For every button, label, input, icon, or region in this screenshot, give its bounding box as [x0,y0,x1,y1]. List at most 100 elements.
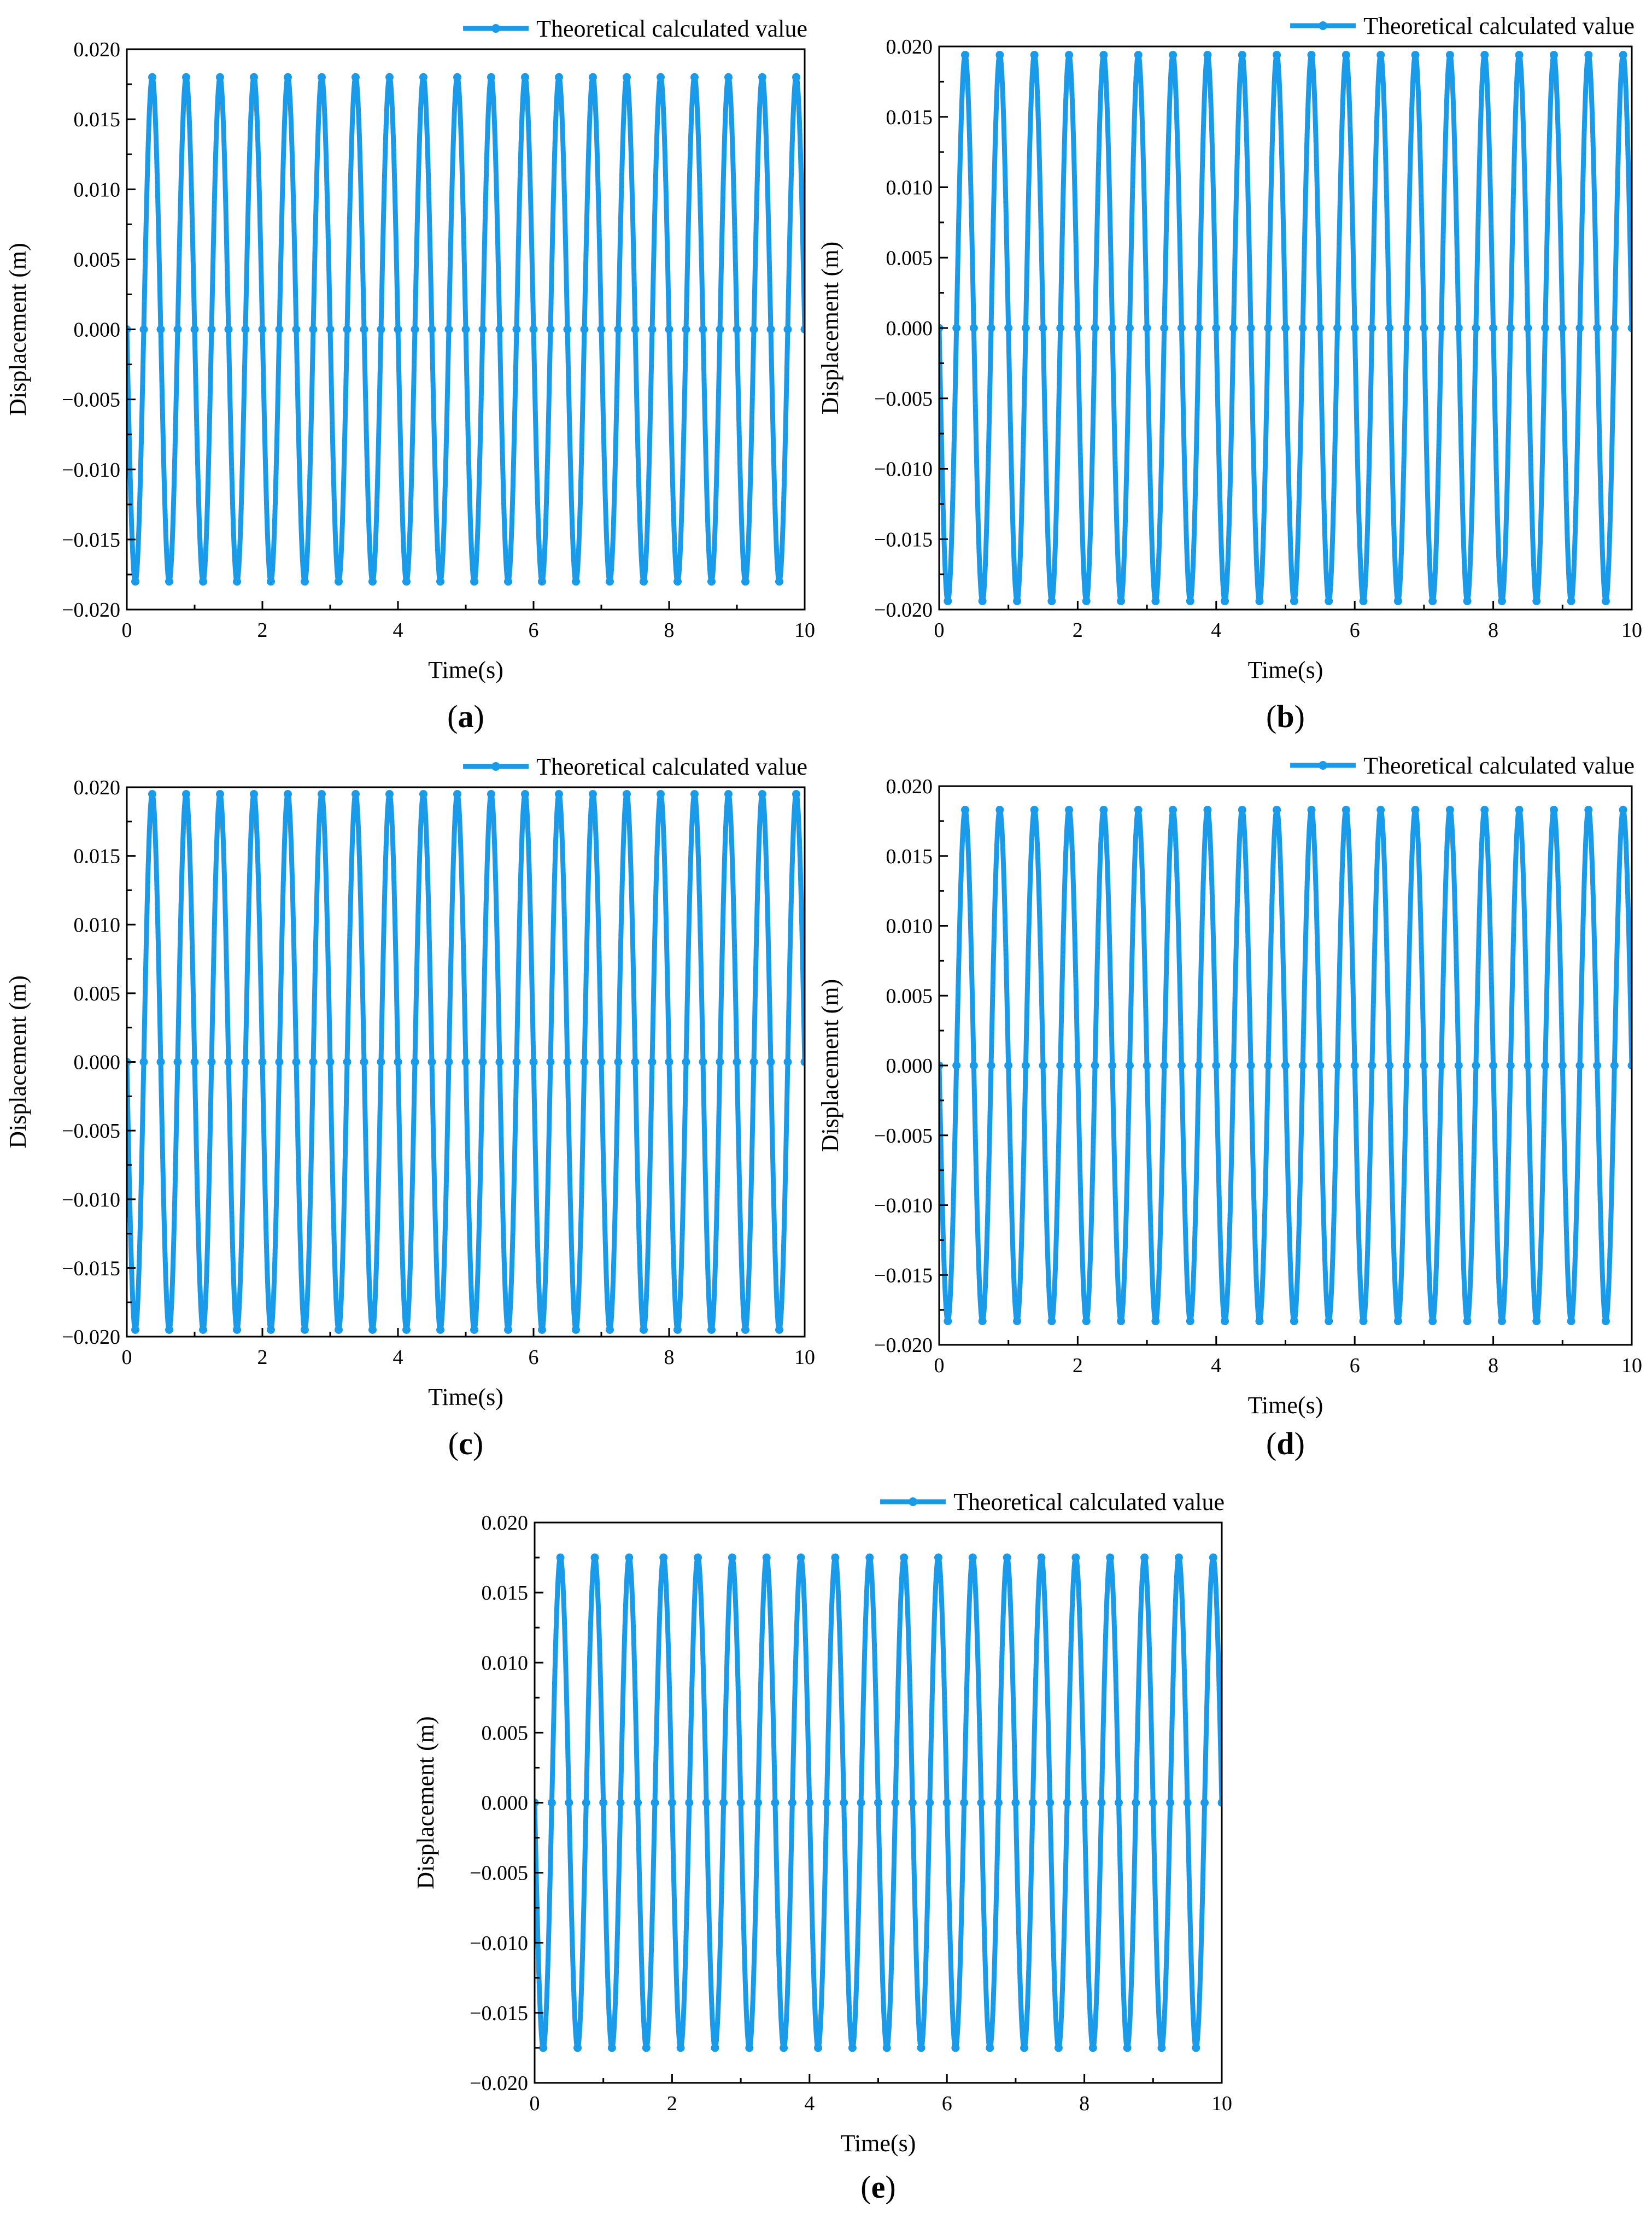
data-point [436,1325,444,1334]
data-point [309,325,318,333]
y-tick-label: 0.020 [74,776,121,799]
data-point [952,1061,961,1070]
data-point [589,790,597,799]
data-point [961,805,970,814]
y-tick-label: 0.005 [886,985,933,1008]
data-point [1515,50,1524,59]
data-point [521,73,529,81]
data-point [651,1799,659,1807]
y-tick-label: −0.010 [62,459,120,482]
data-point [1437,1061,1446,1070]
data-point [352,73,360,81]
y-tick-label: 0.005 [482,1722,529,1744]
legend-label: Theoretical calculated value [1363,13,1635,39]
data-point [1393,1317,1402,1326]
data-point [796,1553,805,1562]
data-point [831,1553,840,1562]
data-point [865,1553,874,1562]
data-point [1143,324,1151,332]
y-tick-label: −0.020 [62,599,120,622]
data-point [173,1058,182,1066]
data-point [857,1799,865,1807]
data-point [1368,1061,1376,1070]
panel-b: Theoretical calculated value 0 2 4 6 8 10 −0.02… [817,13,1642,734]
x-tick-label: 0 [530,2092,540,2115]
data-point [917,2044,925,2052]
y-tick-label: 0.010 [886,915,933,938]
data-point [1013,1317,1022,1326]
data-point [634,1799,642,1807]
data-point [673,1325,682,1334]
data-point [1134,50,1143,59]
x-tick-label: 0 [122,1346,132,1369]
data-point [775,577,783,586]
x-tick-label: 2 [257,1346,268,1369]
data-point [699,325,707,333]
data-point [207,325,216,333]
data-point [1151,1317,1160,1326]
data-point [453,790,461,799]
data-point [1073,324,1082,332]
data-point [724,73,733,81]
x-tick-label: 2 [257,619,268,642]
data-point [1209,1553,1217,1562]
data-point [1091,1061,1099,1070]
data-point [555,73,563,81]
data-point [741,577,749,586]
data-point [614,1058,623,1066]
data-point [1281,324,1290,332]
x-tick-label: 10 [794,619,815,642]
data-point [1584,50,1593,59]
data-point [1273,805,1281,814]
data-point [676,2044,685,2052]
data-point [1376,50,1385,59]
data-point [1114,1799,1123,1807]
y-tick-label: 0.015 [886,845,933,868]
y-tick-label: 0.015 [74,845,121,868]
data-point [131,577,139,586]
data-point [749,325,758,333]
data-point [792,73,800,81]
legend-label: Theoretical calculated value [536,753,807,780]
y-axis-title: Displacement (m) [817,979,843,1152]
data-point [547,1799,556,1807]
y-tick-label: −0.020 [874,1334,933,1357]
panel-caption: (e) [860,2169,895,2205]
y-tick-label: −0.005 [470,1862,528,1885]
data-point [512,1058,521,1066]
data-point [925,1799,934,1807]
data-point [1480,50,1489,59]
data-point [478,325,487,333]
data-point [1108,324,1117,332]
legend-marker [1319,761,1328,770]
y-tick-label: 0.020 [482,1512,529,1535]
data-point [1532,1317,1541,1326]
series-e [535,1553,1222,2052]
data-point [284,73,292,81]
data-point [1472,1061,1480,1070]
data-point [944,597,952,606]
data-point [292,325,301,333]
data-point [1177,324,1186,332]
data-point [716,1058,724,1066]
data-point [1524,324,1532,332]
data-point [139,1058,148,1066]
legend-marker [1319,21,1328,30]
legend-label: Theoretical calculated value [1363,752,1635,779]
data-point [960,1799,969,1807]
data-point [599,1799,608,1807]
data-point [343,1058,352,1066]
data-point [1575,1061,1584,1070]
x-tick-label: 10 [794,1346,815,1369]
data-point [1054,2044,1063,2052]
data-point [1003,1553,1011,1562]
data-point [301,1325,309,1334]
data-point [741,1325,749,1334]
data-point [848,2044,857,2052]
panel-c: Theoretical calculated value 0 2 4 6 8 10 −0.02… [4,753,815,1461]
data-point [1558,1061,1567,1070]
panel-caption: (a) [447,699,484,734]
data-point [394,325,402,333]
data-point [1541,1061,1550,1070]
data-point [783,1058,792,1066]
